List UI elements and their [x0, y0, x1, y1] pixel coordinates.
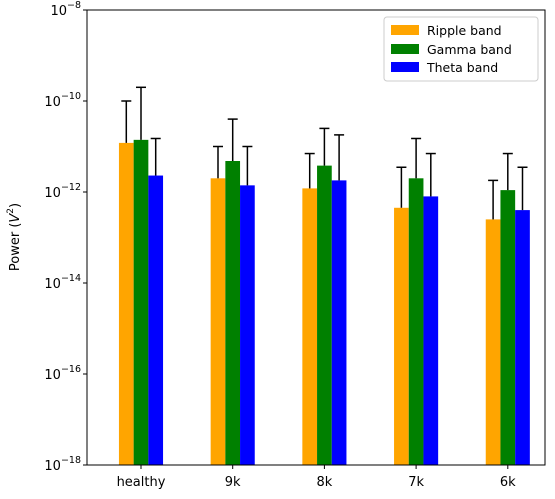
- bars-layer: [118, 139, 530, 466]
- y-tick-label: 10−10: [44, 91, 81, 110]
- bar-theta-band-6k: [515, 210, 530, 465]
- bar-gamma-band-healthy: [133, 139, 149, 465]
- legend-item-theta: Theta band: [391, 60, 498, 75]
- bar-gamma-band-9k: [225, 161, 241, 465]
- bar-ripple-band-6k: [485, 219, 501, 465]
- x-axis: healthy 9k 8k 7k 6k: [117, 465, 516, 490]
- bar-theta-band-8k: [331, 180, 347, 465]
- y-tick-label: 10−18: [44, 455, 81, 474]
- x-tick-label-7k: 7k: [408, 475, 424, 490]
- y-tick-label: 10−12: [44, 182, 81, 201]
- bar-ripple-band-healthy: [118, 142, 134, 465]
- x-tick-label-healthy: healthy: [117, 475, 166, 490]
- legend-label-theta: Theta band: [426, 60, 498, 75]
- bar-gamma-band-7k: [408, 178, 424, 465]
- bar-theta-band-healthy: [148, 175, 164, 465]
- legend-item-ripple: Ripple band: [391, 23, 502, 38]
- legend-swatch-gamma: [391, 44, 419, 54]
- legend-label-gamma: Gamma band: [427, 42, 512, 57]
- y-axis: 10−18 10−16 10−14 10−12 10−10 10−8: [44, 0, 87, 474]
- y-tick-label: 10−16: [44, 364, 81, 383]
- bar-theta-band-7k: [423, 196, 439, 465]
- x-tick-label-8k: 8k: [316, 475, 332, 490]
- bar-ripple-band-8k: [302, 188, 318, 465]
- legend-box: [383, 16, 539, 82]
- legend-swatch-theta: [391, 62, 419, 72]
- legend-label-ripple: Ripple band: [427, 23, 502, 38]
- error-bars-layer: [121, 86, 528, 220]
- bar-ripple-band-9k: [210, 178, 226, 465]
- legend-item-gamma: Gamma band: [391, 42, 512, 57]
- bar-theta-band-9k: [240, 185, 255, 465]
- y-tick-label: 10−8: [50, 0, 81, 19]
- x-tick-label-6k: 6k: [500, 475, 516, 490]
- legend-swatch-ripple: [391, 25, 419, 35]
- x-tick-label-9k: 9k: [225, 475, 241, 490]
- bar-ripple-band-7k: [394, 207, 409, 466]
- legend: Ripple band Gamma band Theta band: [383, 16, 539, 82]
- y-axis-label: Power (V2): [6, 203, 23, 271]
- bar-gamma-band-8k: [317, 165, 332, 465]
- y-tick-label: 10−14: [44, 273, 81, 292]
- bar-gamma-band-6k: [500, 190, 516, 465]
- plot-frame: [86, 9, 546, 466]
